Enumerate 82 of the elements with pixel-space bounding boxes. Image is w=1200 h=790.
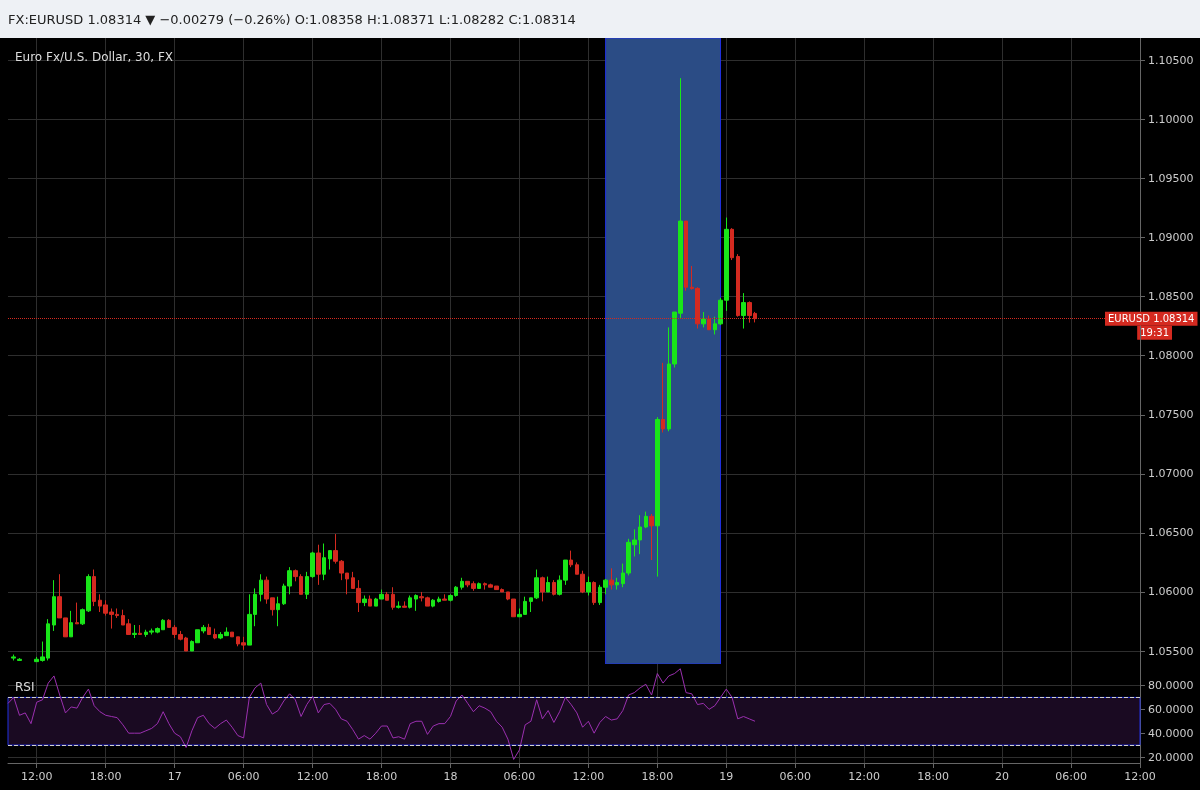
candlestick xyxy=(477,582,481,589)
x-tick-label: 12:00 xyxy=(296,770,329,783)
candlestick xyxy=(368,594,372,607)
candlestick xyxy=(402,600,407,608)
candlestick xyxy=(92,569,96,607)
x-tick-label: 06:00 xyxy=(779,770,812,783)
candlestick xyxy=(649,513,654,561)
x-tick-label: 18 xyxy=(443,770,458,783)
candlestick xyxy=(615,577,619,591)
candlestick xyxy=(132,624,137,639)
x-tick-label: 17 xyxy=(167,770,182,783)
y-tick-label: 1.09000 xyxy=(1148,231,1194,245)
candlestick xyxy=(730,227,734,261)
y-tick-label: 1.10500 xyxy=(1148,53,1194,67)
x-tick-label: 20 xyxy=(995,770,1010,783)
y-tick-label: 1.10000 xyxy=(1148,113,1194,126)
text: Euro Fx/U.S. Dollar, 30, FX xyxy=(15,50,174,64)
candlestick xyxy=(316,544,321,586)
x-tick-label: 18:00 xyxy=(641,770,674,783)
candlestick xyxy=(431,598,435,608)
y-tick-label: 1.05500 xyxy=(1148,644,1194,658)
y-tick-label: 1.08500 xyxy=(1148,290,1194,304)
candlestick xyxy=(701,311,706,328)
x-tick-label: 12:00 xyxy=(20,770,53,783)
x-tick-label: 12:00 xyxy=(848,770,881,783)
candlestick xyxy=(276,596,280,627)
x-tick-label: 06:00 xyxy=(227,770,260,783)
candlestick xyxy=(69,610,73,638)
candlestick xyxy=(442,593,447,601)
x-tick-label: 06:00 xyxy=(1055,770,1087,783)
candlestick xyxy=(408,594,412,609)
candlestick xyxy=(230,631,234,638)
candlestick xyxy=(385,591,389,601)
candlestick xyxy=(552,579,556,596)
x-tick-label: 12:00 xyxy=(572,770,605,783)
candlestick xyxy=(75,602,79,625)
candlestick xyxy=(460,577,464,591)
y-tick-label: 1.06000 xyxy=(1148,585,1194,599)
x-tick-label: 18:00 xyxy=(917,770,949,783)
y-tick-label: 80.0000 xyxy=(1148,678,1194,692)
candlestick xyxy=(138,624,142,635)
text: FX:EURUSD 1.08314 ▼ −0.00279 (−0.26%) O:1.08358 H:1.08371 L:1.08282 C:1.08314 xyxy=(8,12,576,27)
y-tick-label: 1.07500 xyxy=(1148,408,1194,422)
candlestick xyxy=(569,550,573,568)
line-series xyxy=(7,668,756,760)
candlestick xyxy=(414,593,418,612)
y-tick-label: 1.09500 xyxy=(1148,172,1194,186)
candlestick xyxy=(322,543,326,581)
x-tick-label: 12:00 xyxy=(1124,770,1156,783)
text: RSI xyxy=(15,680,35,694)
candlestick xyxy=(684,220,688,292)
candlestick xyxy=(609,567,614,591)
candlestick xyxy=(396,600,401,609)
x-tick-label: 18:00 xyxy=(89,770,122,783)
candlestick xyxy=(437,596,441,604)
ref-line-label: EURUSD 1.08314 xyxy=(1108,313,1195,325)
y-tick-label: 1.06500 xyxy=(1148,526,1194,540)
y-tick-label: 60.0000 xyxy=(1148,702,1194,716)
candlestick xyxy=(741,292,746,330)
x-tick-label: 19 xyxy=(719,770,734,783)
candlestick xyxy=(207,623,211,635)
candlestick xyxy=(546,576,550,593)
candlestick xyxy=(540,576,545,602)
candlestick xyxy=(52,579,56,632)
candlestick xyxy=(592,580,596,606)
x-tick-label: 18:00 xyxy=(365,770,398,783)
candlestick xyxy=(644,511,648,529)
x-tick-label: 06:00 xyxy=(503,770,536,783)
annotation: 19:31 xyxy=(1140,327,1170,339)
candlestick xyxy=(586,576,591,596)
candlestick xyxy=(259,573,263,602)
y-tick-label: 20.0000 xyxy=(1148,750,1194,764)
y-tick-label: 1.07000 xyxy=(1148,467,1194,481)
candlestick xyxy=(328,550,332,571)
y-tick-label: 1.08000 xyxy=(1148,349,1194,363)
candlestick xyxy=(655,416,660,578)
candlestick xyxy=(661,362,665,433)
candlestick xyxy=(736,253,740,318)
candlestick xyxy=(213,628,217,640)
y-tick-label: 40.0000 xyxy=(1148,726,1194,740)
candlestick xyxy=(362,594,367,607)
candlestick xyxy=(391,586,395,611)
